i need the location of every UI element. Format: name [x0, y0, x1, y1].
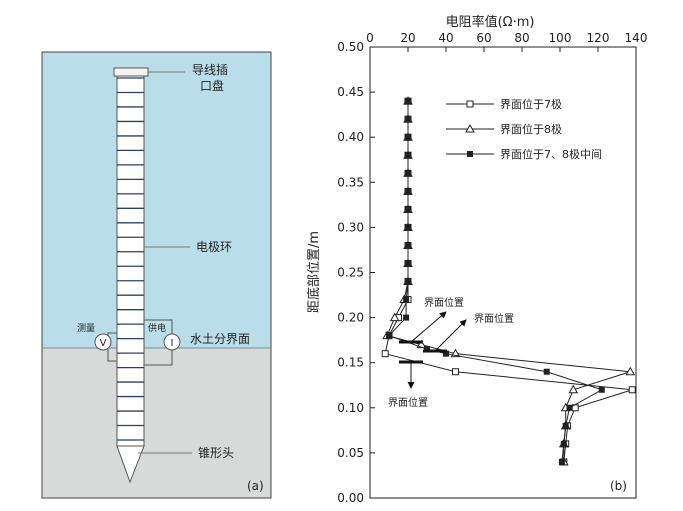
plug-disk: [113, 67, 149, 77]
x-tick-label: 80: [514, 31, 529, 45]
legend: 界面位于7极 界面位于8极 界面位于7、8极中间: [446, 97, 602, 161]
water-region: [42, 52, 271, 348]
x-tick-label: 120: [587, 31, 610, 45]
panel-a-label: (a): [247, 479, 264, 493]
annotation-arrow-2: [434, 319, 467, 352]
panel-a: V I 测量 供电 导线插 口盘 电极环 水土分界面 锥形头 (a): [41, 51, 272, 499]
electrode-rings: [117, 77, 144, 441]
data-point: [405, 188, 411, 195]
power-label: 供电: [148, 322, 166, 334]
legend-marker-3: [467, 151, 473, 157]
legend-label-2: 界面位于8极: [500, 122, 562, 136]
cone-head: [116, 445, 145, 484]
data-point: [598, 386, 605, 393]
x-tick-label: 20: [400, 31, 415, 45]
data-point: [625, 366, 636, 376]
y-tick-label: 0.40: [337, 130, 364, 144]
data-point: [405, 116, 411, 123]
data-point: [443, 350, 449, 357]
x-ticks: 0 20 40 60 80 100 120 140: [366, 31, 647, 52]
y-tick-label: 0.50: [337, 40, 364, 54]
y-ticks: 0.00 0.05 0.10 0.15 0.20 0.25 0.30 0.35 0.40 0.45…: [337, 40, 375, 505]
y-tick-label: 0.00: [337, 491, 364, 505]
y-tick-label: 0.30: [337, 220, 364, 234]
electrode-ring-label: 电极环: [196, 240, 232, 254]
plot-frame: [369, 46, 637, 499]
data-point: [452, 368, 459, 376]
data-point: [568, 384, 579, 394]
y-tick-label: 0.15: [337, 356, 364, 370]
data-point: [628, 386, 636, 394]
y-tick-label: 0.25: [337, 266, 364, 280]
x-tick-label: 100: [549, 31, 572, 45]
y-tick-label: 0.35: [337, 175, 364, 189]
data-point: [558, 458, 565, 465]
panel-b: 电阻率值(Ω·m) 距底部位置/m 0 20 40 60 80 100 120 140 0.0…: [306, 14, 647, 505]
data-point: [424, 346, 430, 353]
data-point: [389, 312, 400, 322]
data-point: [381, 350, 389, 358]
data-point: [405, 152, 411, 159]
legend-marker-1: [466, 100, 474, 108]
data-point: [405, 98, 411, 105]
annotation-interface-1: 界面位置: [424, 296, 464, 309]
panel-b-label: (b): [610, 479, 627, 493]
x-tick-label: 0: [366, 31, 374, 45]
y-axis-title: 距底部位置/m: [306, 231, 322, 313]
series-line: [388, 101, 604, 462]
voltmeter-icon: [94, 333, 112, 351]
annotation-arrow-1: [410, 311, 447, 343]
data-point: [405, 224, 411, 231]
interface-label: 水土分界面: [190, 332, 250, 346]
data-point: [405, 278, 411, 285]
ammeter-symbol: I: [171, 338, 174, 349]
data-point: [543, 368, 550, 375]
data-point: [405, 242, 411, 249]
annotation-interface-2: 界面位置: [474, 312, 514, 325]
data-point: [562, 422, 569, 429]
legend-label-3: 界面位于7、8极中间: [500, 147, 602, 161]
data-point: [566, 404, 573, 411]
x-tick-label: 140: [625, 31, 648, 45]
legend-marker-2: [465, 123, 475, 133]
y-tick-label: 0.20: [337, 311, 364, 325]
x-tick-label: 40: [438, 31, 453, 45]
y-tick-label: 0.10: [337, 401, 364, 415]
y-tick-label: 0.45: [337, 85, 364, 99]
cone-label: 锥形头: [198, 446, 234, 460]
data-point: [405, 260, 411, 267]
data-point: [403, 314, 410, 321]
series-3: [386, 98, 605, 465]
probe-body: [116, 75, 145, 447]
x-tick-label: 60: [476, 31, 491, 45]
data-point: [405, 134, 411, 141]
ammeter-icon: [163, 333, 181, 351]
soil-region: [42, 348, 271, 498]
measure-wire: [107, 332, 117, 362]
data-point: [403, 296, 410, 303]
data-point: [386, 332, 392, 339]
plug-label-line1: 导线插: [192, 63, 228, 77]
annotation-interface-3: 界面位置: [388, 396, 428, 409]
measure-label: 测量: [77, 323, 95, 334]
plug-label-line2: 口盘: [200, 78, 224, 93]
legend-label-1: 界面位于7极: [500, 97, 562, 111]
power-wire: [144, 319, 173, 366]
series-layer: [381, 96, 636, 466]
panel-a-frame: [41, 51, 272, 499]
y-tick-label: 0.05: [337, 446, 364, 460]
data-point: [405, 206, 411, 213]
x-axis-title: 电阻率值(Ω·m): [446, 14, 535, 30]
data-point: [405, 170, 411, 177]
data-point: [560, 440, 567, 447]
voltmeter-symbol: V: [100, 338, 107, 349]
